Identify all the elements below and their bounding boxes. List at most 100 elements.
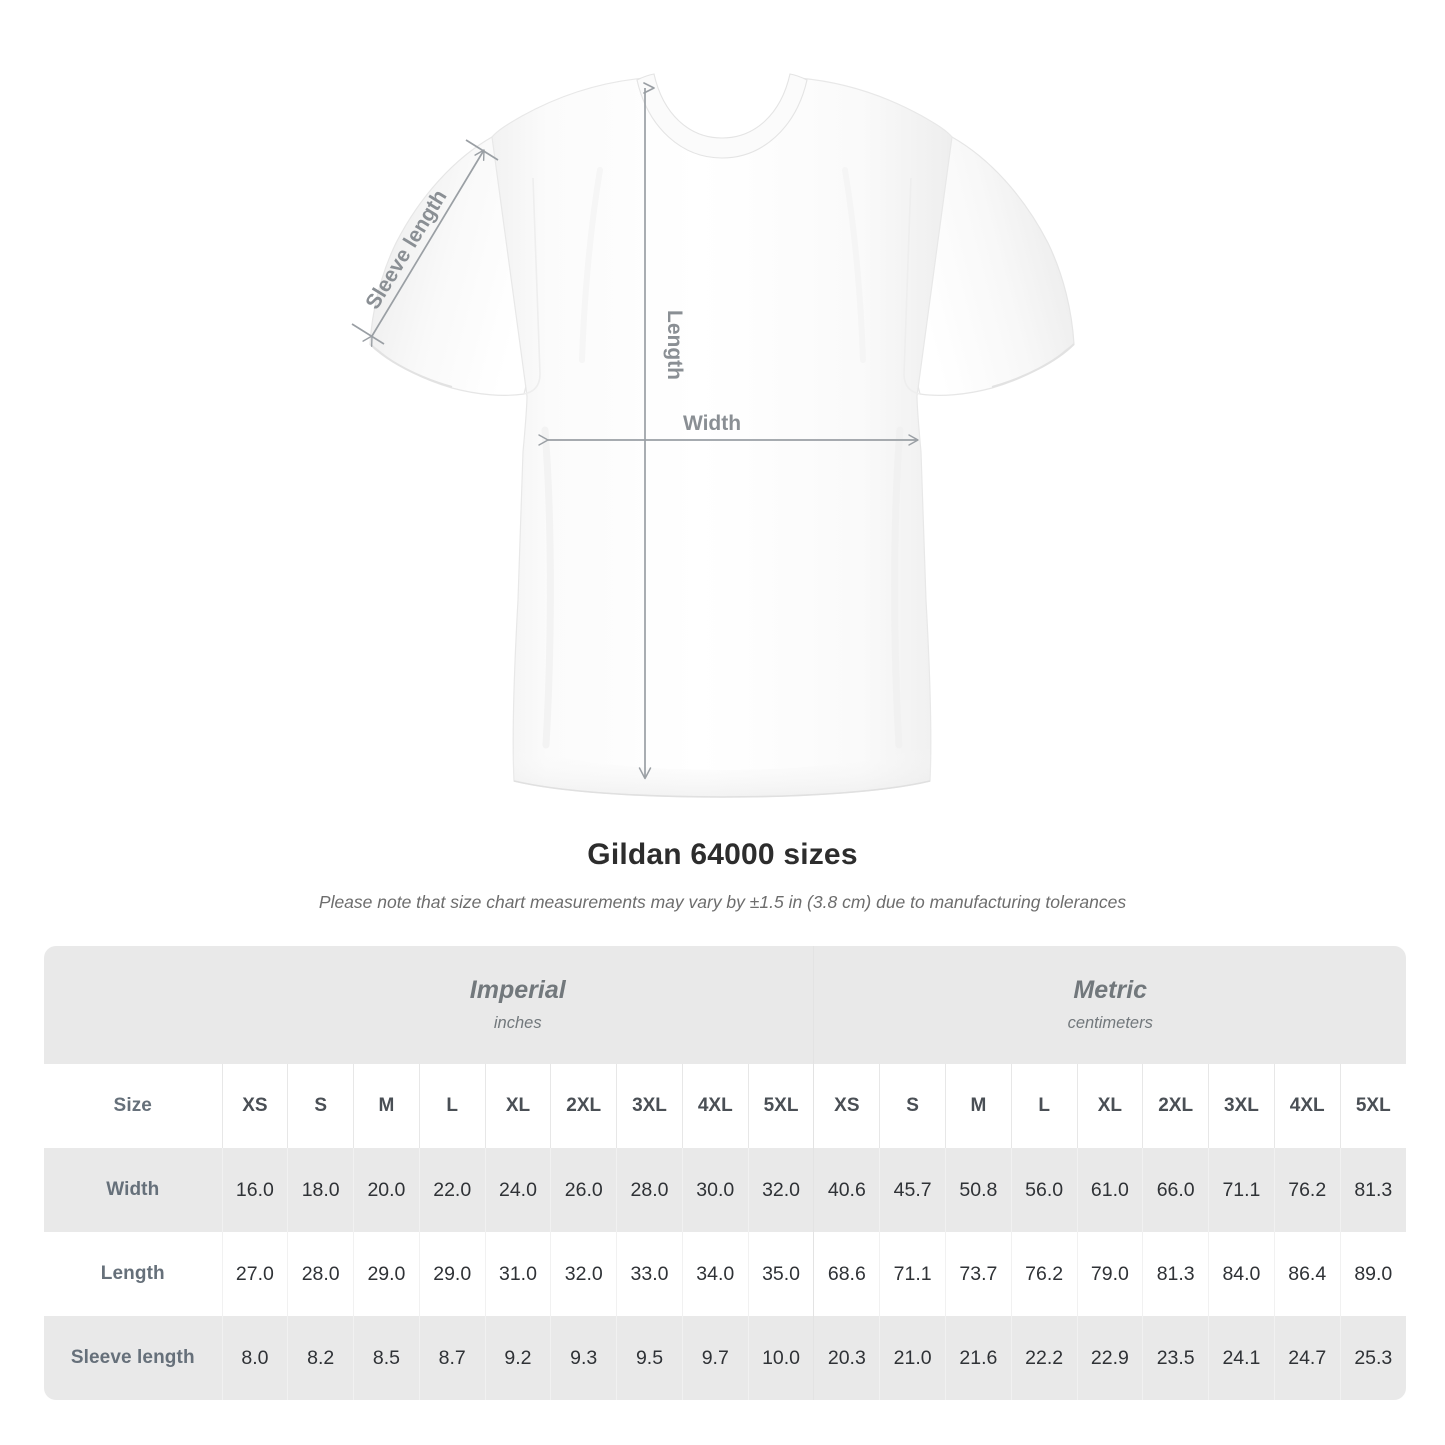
- cell-value: 9.5: [635, 1346, 664, 1369]
- cell-value: 8.7: [438, 1346, 466, 1369]
- row-label-length: Length: [44, 1232, 223, 1316]
- cell-value: 50.8: [959, 1178, 998, 1201]
- cell-length-metric-m: 73.7: [944, 1232, 1012, 1316]
- size-label-text: M: [378, 1095, 395, 1116]
- cell-value: 71.1: [1222, 1178, 1261, 1201]
- cell-value: 66.0: [1156, 1178, 1195, 1201]
- size-header-imperial-l: L: [418, 1064, 486, 1148]
- size-header-imperial-3xl: 3XL: [616, 1064, 683, 1148]
- size-header-metric-xl: XL: [1076, 1064, 1143, 1148]
- page-subtitle: Please note that size chart measurements…: [318, 892, 1127, 912]
- cell-length-imperial-xl: 31.0: [484, 1232, 551, 1316]
- cell-length-metric-4xl: 86.4: [1273, 1232, 1341, 1316]
- cell-value: 89.0: [1354, 1262, 1393, 1285]
- cell-width-metric-l: 56.0: [1010, 1148, 1078, 1232]
- cell-width-metric-xs: 40.6: [813, 1148, 880, 1232]
- left-sleeve-hem: [369, 343, 453, 388]
- cell-value: 18.0: [301, 1178, 340, 1201]
- cell-sleeve-length-metric-2xl: 23.5: [1142, 1316, 1209, 1400]
- size-label-text: 4XL: [697, 1095, 733, 1116]
- metric-name: Metric: [1073, 976, 1148, 1004]
- cell-value: 34.0: [696, 1262, 735, 1285]
- shirt-body: [491, 77, 953, 798]
- cell-width-metric-xl: 61.0: [1076, 1148, 1143, 1232]
- cell-value: 76.2: [1025, 1262, 1064, 1285]
- cell-value: 24.1: [1222, 1346, 1261, 1369]
- metric-header-cell: Metric centimeters: [813, 946, 1406, 1064]
- cell-value: 79.0: [1090, 1262, 1129, 1285]
- cell-sleeve-length-metric-xs: 20.3: [813, 1316, 880, 1400]
- cell-length-imperial-xs: 27.0: [221, 1232, 288, 1316]
- cell-length-metric-5xl: 89.0: [1339, 1232, 1406, 1316]
- cell-length-metric-2xl: 81.3: [1142, 1232, 1209, 1316]
- collar-band: [636, 73, 808, 159]
- cell-width-metric-2xl: 66.0: [1142, 1148, 1209, 1232]
- cell-sleeve-length-imperial-xs: 8.0: [221, 1316, 288, 1400]
- size-header-metric-xs: XS: [813, 1064, 880, 1148]
- cell-width-metric-5xl: 81.3: [1339, 1148, 1406, 1232]
- left-shoulder-seam: [523, 177, 541, 395]
- bottom-hem: [512, 745, 932, 797]
- cell-value: 81.3: [1156, 1262, 1195, 1285]
- unit-systems-header-row: Imperial inches Metric centimeters: [44, 946, 1406, 1064]
- imperial-header-cell: Imperial inches: [222, 946, 814, 1064]
- cell-sleeve-length-imperial-xl: 9.2: [484, 1316, 551, 1400]
- cell-value: 21.0: [893, 1346, 932, 1369]
- cell-sleeve-length-metric-m: 21.6: [944, 1316, 1012, 1400]
- table-row: Width 16.0 18.0 20.0 22.0 24.0 26.0 28.0 30.0 32.…: [44, 1148, 1406, 1232]
- metric-unit: centimeters: [1067, 1014, 1153, 1032]
- cell-sleeve-length-metric-s: 21.0: [879, 1316, 946, 1400]
- cell-sleeve-length-imperial-m: 8.5: [353, 1316, 420, 1400]
- cell-length-imperial-s: 28.0: [287, 1232, 354, 1316]
- cell-value: 29.0: [367, 1262, 406, 1285]
- width-label: Width: [683, 412, 741, 435]
- cell-length-imperial-4xl: 34.0: [681, 1232, 749, 1316]
- fabric-fold: [891, 426, 904, 749]
- size-header-metric-5xl: 5XL: [1339, 1064, 1406, 1148]
- table-row: Sleeve length 8.0 8.2 8.5 8.7 9.2 9.3 9.5 9.7 10.…: [44, 1316, 1406, 1400]
- size-label-text: XS: [834, 1095, 860, 1116]
- size-label-text: S: [906, 1095, 919, 1116]
- cell-length-metric-l: 76.2: [1010, 1232, 1078, 1316]
- size-header-imperial-xl: XL: [484, 1064, 551, 1148]
- cell-value: 32.0: [762, 1178, 801, 1201]
- size-label-text: XL: [1097, 1095, 1123, 1116]
- sleeve-measure-endcap-top: [465, 139, 499, 161]
- cell-length-imperial-3xl: 33.0: [616, 1232, 683, 1316]
- cell-value: 10.0: [762, 1346, 801, 1369]
- size-header-metric-l: L: [1010, 1064, 1078, 1148]
- cell-value: 56.0: [1025, 1178, 1064, 1201]
- cell-value: 31.0: [498, 1262, 537, 1285]
- cell-value: 26.0: [564, 1178, 603, 1201]
- cell-value: 22.9: [1090, 1346, 1129, 1369]
- row-label-width: Width: [44, 1148, 223, 1232]
- cell-value: 21.6: [959, 1346, 998, 1369]
- cell-value: 76.2: [1288, 1178, 1327, 1201]
- size-label-text: 5XL: [1355, 1095, 1391, 1116]
- size-header-metric-s: S: [879, 1064, 946, 1148]
- cell-width-imperial-l: 22.0: [418, 1148, 486, 1232]
- size-header-imperial-4xl: 4XL: [681, 1064, 749, 1148]
- cell-value: 71.1: [893, 1262, 932, 1285]
- cell-value: 27.0: [235, 1262, 274, 1285]
- cell-value: 8.2: [307, 1346, 335, 1369]
- cell-sleeve-length-imperial-5xl: 10.0: [747, 1316, 814, 1400]
- cell-sleeve-length-imperial-s: 8.2: [287, 1316, 354, 1400]
- size-label-text: L: [1038, 1095, 1050, 1116]
- cell-sleeve-length-metric-3xl: 24.1: [1208, 1316, 1275, 1400]
- size-label-text: 3XL: [632, 1095, 667, 1116]
- cell-width-metric-4xl: 76.2: [1273, 1148, 1341, 1232]
- size-row-label-text: Size: [113, 1095, 152, 1116]
- cell-value: 20.0: [367, 1178, 406, 1201]
- unit-header-spacer: [44, 946, 223, 1064]
- cell-value: 9.2: [504, 1346, 532, 1369]
- cell-width-metric-3xl: 71.1: [1208, 1148, 1275, 1232]
- cell-width-imperial-s: 18.0: [287, 1148, 354, 1232]
- cell-sleeve-length-metric-l: 22.2: [1010, 1316, 1078, 1400]
- cell-value: 25.3: [1354, 1346, 1393, 1369]
- cell-width-imperial-2xl: 26.0: [550, 1148, 617, 1232]
- right-sleeve: [903, 136, 1075, 396]
- cell-length-metric-xs: 68.6: [813, 1232, 880, 1316]
- size-label-text: 2XL: [566, 1095, 602, 1116]
- imperial-name: Imperial: [469, 976, 566, 1004]
